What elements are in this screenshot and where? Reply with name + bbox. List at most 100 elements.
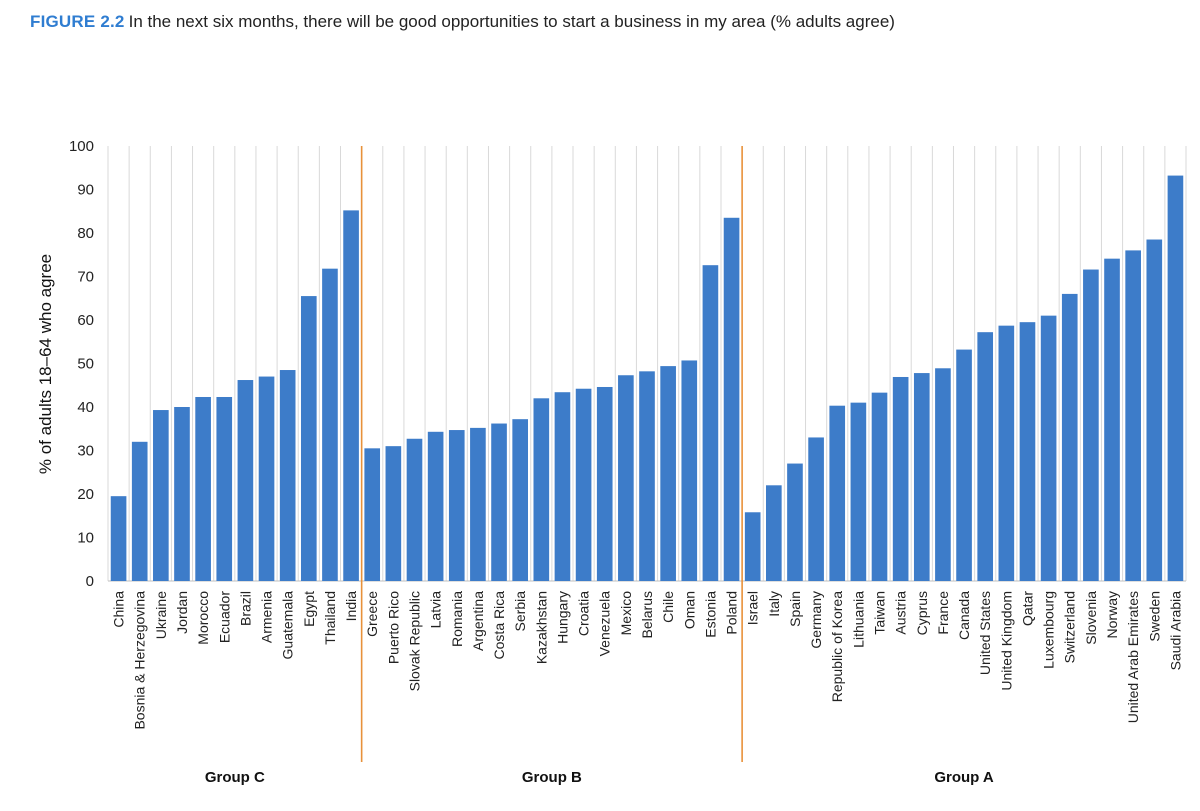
bar-costa-rica bbox=[491, 423, 507, 581]
bar-sweden bbox=[1146, 239, 1163, 581]
y-tick-label: 90 bbox=[77, 182, 94, 199]
y-tick-label: 20 bbox=[77, 486, 94, 503]
bar-croatia bbox=[575, 388, 592, 581]
bar-hungary bbox=[554, 392, 571, 581]
category-label: Italy bbox=[766, 591, 782, 617]
category-label: Venezuela bbox=[597, 591, 613, 657]
bar-mexico bbox=[618, 375, 634, 581]
category-label: Thailand bbox=[322, 591, 338, 645]
category-label: Ecuador bbox=[216, 591, 232, 643]
y-axis-ticks: 0 10 20 30 40 50 60 70 80 90 100 bbox=[69, 138, 94, 590]
figure-label: FIGURE 2.2 bbox=[30, 12, 125, 31]
bar-argentina bbox=[470, 427, 486, 581]
bar-israel bbox=[744, 512, 761, 581]
category-label: Guatemala bbox=[280, 591, 296, 660]
bar-bosnia-herzegovina bbox=[131, 441, 148, 581]
group-labels: Group C Group B Group A bbox=[205, 146, 994, 786]
gridlines bbox=[107, 146, 1187, 582]
category-label: Norway bbox=[1104, 591, 1120, 638]
bar-norway bbox=[1104, 258, 1120, 581]
y-tick-label: 10 bbox=[77, 530, 94, 547]
category-label: Armenia bbox=[259, 591, 275, 643]
group-label: Group B bbox=[522, 769, 582, 786]
category-label: Chile bbox=[660, 591, 676, 623]
category-label: Greece bbox=[364, 591, 380, 637]
group-label: Group A bbox=[934, 769, 994, 786]
category-label: Latvia bbox=[428, 591, 444, 629]
bar-brazil bbox=[237, 380, 254, 581]
category-label: Luxembourg bbox=[1041, 591, 1057, 669]
bar-ecuador bbox=[216, 396, 233, 581]
category-label: Qatar bbox=[1019, 591, 1035, 626]
category-label: India bbox=[343, 591, 359, 622]
y-axis-title: % of adults 18–64 who agree bbox=[36, 254, 55, 474]
bar-chile bbox=[660, 366, 676, 581]
category-label: Brazil bbox=[237, 591, 253, 626]
category-label: United States bbox=[977, 591, 993, 675]
bar-morocco bbox=[195, 396, 211, 581]
bar-latvia bbox=[427, 431, 444, 581]
category-label: United Arab Emirates bbox=[1125, 591, 1141, 723]
category-label: United Kingdom bbox=[998, 591, 1014, 691]
category-label: Egypt bbox=[301, 591, 317, 627]
y-tick-label: 60 bbox=[77, 312, 94, 329]
category-label: Bosnia & Herzegovina bbox=[132, 591, 148, 730]
bar-republic-of-korea bbox=[829, 405, 846, 581]
category-label: Argentina bbox=[470, 591, 486, 651]
category-label: Poland bbox=[724, 591, 740, 635]
category-label: Israel bbox=[745, 591, 761, 625]
y-tick-label: 50 bbox=[77, 356, 94, 373]
category-label: Republic of Korea bbox=[829, 591, 845, 703]
bar-taiwan bbox=[871, 392, 888, 581]
bar-romania bbox=[448, 430, 465, 581]
bar-canada bbox=[956, 349, 972, 581]
bar-cyprus bbox=[913, 373, 930, 581]
category-label: Slovak Republic bbox=[406, 591, 422, 691]
bar-venezuela bbox=[596, 386, 613, 581]
bar-ukraine bbox=[153, 410, 169, 581]
category-label: Serbia bbox=[512, 591, 528, 632]
y-tick-label: 100 bbox=[69, 138, 94, 155]
bar-saudi-arabia bbox=[1167, 175, 1184, 581]
category-label: Lithuania bbox=[850, 591, 866, 648]
bar-united-kingdom bbox=[998, 325, 1015, 581]
bar-poland bbox=[723, 217, 740, 581]
bar-france bbox=[935, 368, 951, 581]
bar-india bbox=[343, 210, 359, 581]
category-label: Ukraine bbox=[153, 591, 169, 639]
bar-serbia bbox=[512, 419, 528, 581]
category-label: Cyprus bbox=[914, 591, 930, 635]
bar-guatemala bbox=[279, 370, 296, 581]
category-label: Slovenia bbox=[1083, 591, 1099, 645]
category-label: Oman bbox=[681, 591, 697, 629]
bar-armenia bbox=[258, 376, 275, 581]
y-tick-label: 30 bbox=[77, 443, 94, 460]
bar-jordan bbox=[174, 407, 190, 581]
category-label: Morocco bbox=[195, 591, 211, 645]
category-label: Saudi Arabia bbox=[1167, 591, 1183, 671]
bar-slovak-republic bbox=[406, 438, 423, 581]
category-label: China bbox=[111, 591, 127, 628]
category-label: Croatia bbox=[576, 591, 592, 636]
figure-title: FIGURE 2.2 In the next six months, there … bbox=[30, 12, 895, 32]
bar-united-states bbox=[977, 332, 994, 581]
category-label: Taiwan bbox=[872, 591, 888, 635]
bar-egypt bbox=[300, 296, 317, 581]
bar-puerto-rico bbox=[385, 446, 402, 581]
bar-germany bbox=[808, 437, 824, 581]
category-label: Austria bbox=[893, 591, 909, 635]
y-tick-label: 70 bbox=[77, 269, 94, 286]
x-axis-labels: China Bosnia & Herzegovina Ukraine Jordan Mo… bbox=[111, 591, 1184, 730]
bar-united-arab-emirates bbox=[1125, 250, 1141, 581]
bar-china bbox=[110, 496, 127, 581]
category-label: Germany bbox=[808, 591, 824, 649]
figure-caption: In the next six months, there will be go… bbox=[128, 12, 895, 31]
category-label: Switzerland bbox=[1062, 591, 1078, 663]
bars bbox=[110, 175, 1184, 581]
category-label: Estonia bbox=[702, 591, 718, 638]
bar-luxembourg bbox=[1040, 315, 1057, 581]
bar-italy bbox=[766, 485, 782, 581]
bar-spain bbox=[787, 463, 803, 581]
bar-oman bbox=[681, 360, 698, 581]
